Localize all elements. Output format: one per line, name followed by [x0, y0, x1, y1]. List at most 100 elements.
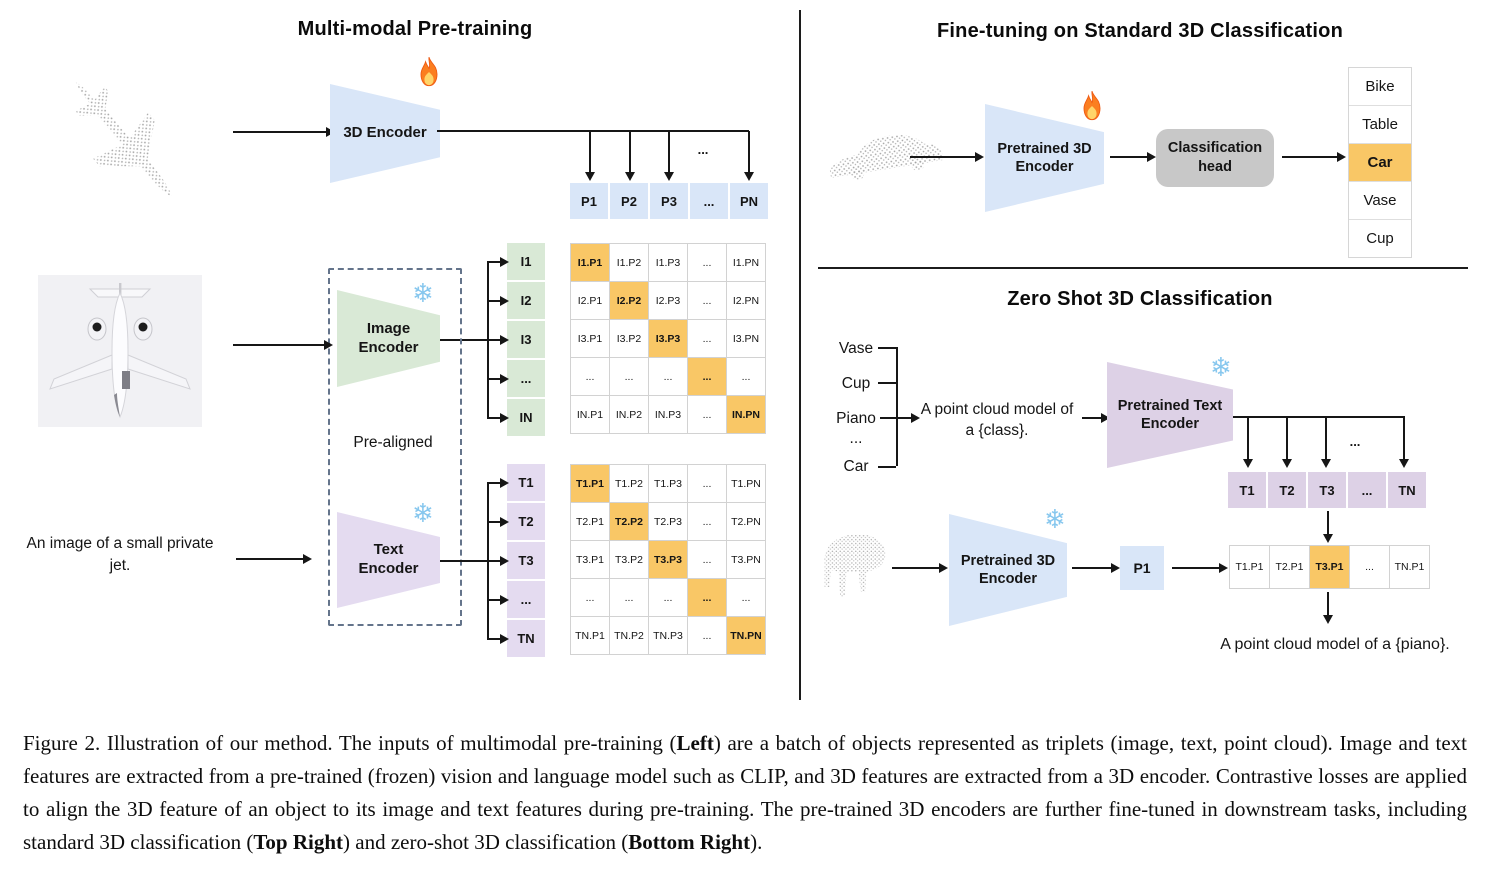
- arrow-image-to-encoder: [233, 340, 333, 350]
- i-matrix-2-4: I3.PN: [727, 320, 765, 357]
- t-matrix-4-4: TN.PN: [727, 617, 765, 654]
- zs-class-4: Car: [843, 458, 869, 475]
- t-feature-3: ...: [507, 581, 545, 618]
- bracket-stub-car: [878, 466, 896, 468]
- t-matrix-1-4: T2.PN: [727, 503, 765, 540]
- arrow-encoder-to-p1: [1072, 563, 1120, 573]
- arrow-to-tn: [487, 634, 509, 644]
- i-matrix-4-1: IN.P2: [610, 396, 648, 433]
- i-matrix-3-0: ...: [571, 358, 609, 395]
- zeroshot-title: Zero Shot 3D Classification: [1007, 288, 1273, 310]
- class-1: Table: [1349, 106, 1411, 144]
- arrow-to-i1: [487, 257, 509, 267]
- t-matrix-3-2: ...: [649, 579, 687, 616]
- class-3: Vase: [1349, 182, 1411, 220]
- snowflake-icon: ❄: [412, 498, 434, 528]
- arrow-to-tdots: [487, 595, 509, 605]
- i-matrix-4-0: IN.P1: [571, 396, 609, 433]
- arrow-to-i3: [487, 335, 509, 345]
- pretrained-text-encoder-label: Pretrained Text Encoder: [1117, 397, 1223, 432]
- 3d-encoder-label: 3D Encoder: [343, 124, 427, 142]
- finetune-title: Fine-tuning on Standard 3D Classificatio…: [936, 20, 1343, 42]
- zs-3d-encoder-label: Pretrained 3D Encoder: [960, 552, 1056, 587]
- image-encoder-out-line: [440, 339, 487, 341]
- class-bracket-line: [896, 347, 898, 466]
- arrow-to-zs-t1: [1243, 417, 1253, 468]
- text-feature-line: [1233, 416, 1405, 418]
- i-matrix-3-2: ...: [649, 358, 687, 395]
- t-matrix-0-4: T1.PN: [727, 465, 765, 502]
- zs-t-0: T1: [1228, 472, 1266, 508]
- zs-class-3: ...: [849, 430, 863, 447]
- i-matrix-3-1: ...: [610, 358, 648, 395]
- arrow-to-t1: [487, 478, 509, 488]
- i-matrix-1-0: I2.P1: [571, 282, 609, 319]
- class-2: Car: [1349, 144, 1411, 182]
- p-feature-2: P3: [650, 183, 688, 219]
- figure-caption: Figure 2. Illustration of our method. Th…: [23, 727, 1467, 859]
- arrow-head-to-classes: [1282, 152, 1346, 162]
- prompt-line1: A point cloud model of: [920, 401, 1074, 418]
- t-matrix-0-0: T1.P1: [571, 465, 609, 502]
- image-point-similarity-matrix: I1.P1 I1.P2 I1.P3... I1.PN I2.P1 I2.P2 I2.P3..…: [570, 243, 766, 434]
- zs-class-0: Vase: [838, 340, 874, 357]
- zs-class-2: Piano: [836, 410, 876, 427]
- panel-divider-vertical: [799, 10, 801, 700]
- p-feature-0: P1: [570, 183, 608, 219]
- t-matrix-2-4: T3.PN: [727, 541, 765, 578]
- image-encoder-label: Image Encoder: [358, 319, 419, 356]
- i-matrix-0-1: I1.P2: [610, 244, 648, 281]
- i-feature-2: I3: [507, 321, 545, 358]
- pretraining-title: Multi-modal Pre-training: [297, 18, 533, 40]
- image-feature-column: I1 I2 I3... IN: [507, 243, 545, 436]
- 3d-feature-line: [437, 130, 749, 132]
- arrow-to-pn: [744, 131, 754, 181]
- t-matrix-4-2: TN.P3: [649, 617, 687, 654]
- zs-t-4: TN: [1388, 472, 1426, 508]
- arrow-to-p3: [664, 131, 674, 181]
- bracket-stub-vase: [878, 347, 896, 349]
- t-feature-4: TN: [507, 620, 545, 657]
- arrow-car-to-encoder: [910, 152, 984, 162]
- t-feature-2: T3: [507, 542, 545, 579]
- t-matrix-4-0: TN.P1: [571, 617, 609, 654]
- panel-divider-horizontal: [818, 267, 1468, 269]
- i-matrix-4-4: IN.PN: [727, 396, 765, 433]
- arrow-prompt-to-text-encoder: [1082, 413, 1110, 423]
- i-feature-1: I2: [507, 282, 545, 319]
- t-feature-0: T1: [507, 464, 545, 501]
- zs-t-1: T2: [1268, 472, 1306, 508]
- classification-head-label: Classification head: [1167, 140, 1263, 175]
- zs-match-row: T1.P1 T2.P1 T3.P1... TN.P1: [1229, 545, 1430, 589]
- arrow-p1-to-match: [1172, 563, 1228, 573]
- pre-aligned-label: Pre-aligned: [353, 434, 433, 451]
- t-feature-1: T2: [507, 503, 545, 540]
- class-4: Cup: [1349, 220, 1411, 257]
- i-matrix-0-2: I1.P3: [649, 244, 687, 281]
- t-matrix-2-0: T3.P1: [571, 541, 609, 578]
- caption-bold-bottom-right: Bottom Right: [628, 830, 751, 854]
- arrow-match-to-result: [1323, 592, 1333, 624]
- arrow-pointcloud-to-3d-encoder: [233, 127, 335, 137]
- arrow-to-idots: [487, 374, 509, 384]
- finetune-3d-encoder-label: Pretrained 3D Encoder: [997, 140, 1092, 175]
- zeroshot-class-words: Vase Cup Piano... Car: [826, 340, 886, 476]
- prompt-line2: a {class}.: [965, 421, 1029, 439]
- car-point-cloud: [822, 120, 946, 191]
- zs-match-4: TN.P1: [1390, 546, 1429, 588]
- i-feature-0: I1: [507, 243, 545, 280]
- arrow-to-zs-t3: [1321, 417, 1331, 468]
- class-0: Bike: [1349, 68, 1411, 106]
- t-matrix-0-1: T1.P2: [610, 465, 648, 502]
- zs-t-2: T3: [1308, 472, 1346, 508]
- airplane-image: [38, 275, 202, 432]
- zs-t-3: ...: [1348, 472, 1386, 508]
- t-matrix-3-3: ...: [688, 579, 726, 616]
- p-feature-1: P2: [610, 183, 648, 219]
- t-matrix-1-0: T2.P1: [571, 503, 609, 540]
- arrow-to-t3: [487, 556, 509, 566]
- arrow-trow-to-match: [1323, 511, 1333, 543]
- snowflake-icon: ❄: [1210, 352, 1232, 382]
- i-feature-4: IN: [507, 399, 545, 436]
- t-matrix-3-1: ...: [610, 579, 648, 616]
